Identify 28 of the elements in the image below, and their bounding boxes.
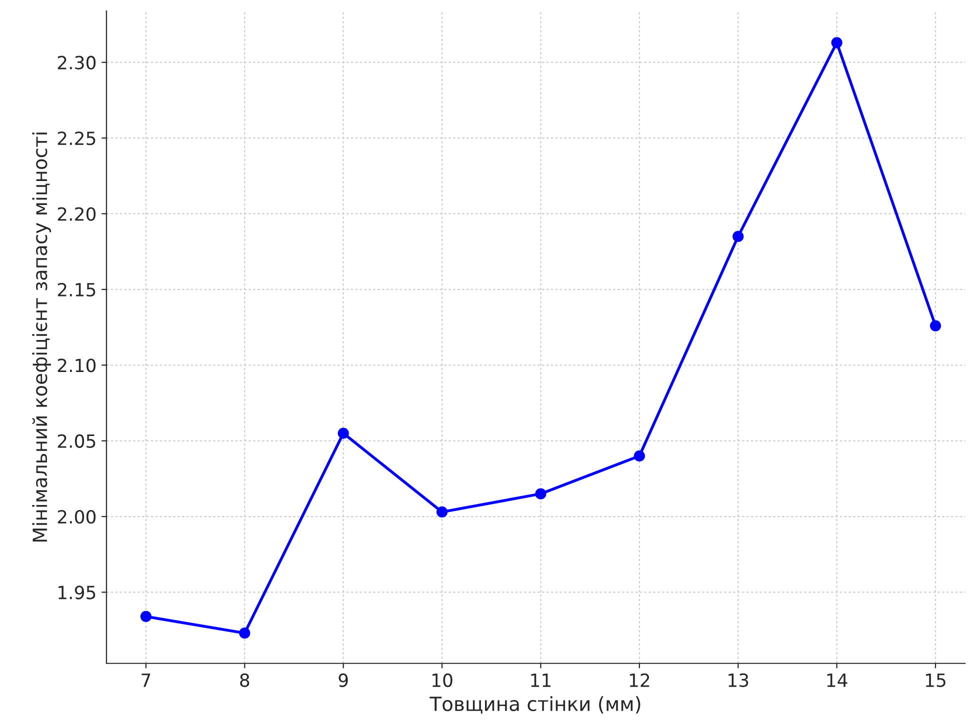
point (732, 230, 744, 242)
point (634, 450, 645, 462)
point (436, 506, 448, 518)
point (239, 628, 250, 639)
x-tick-label: 8 (240, 673, 250, 688)
y-tick-label: 2.30 (58, 56, 96, 70)
y-tick-label: 2.05 (58, 434, 96, 448)
point (930, 320, 942, 332)
y-tick-label: 2.00 (58, 510, 96, 524)
x-tick-label: 12 (630, 673, 650, 687)
y-tick-label: 2.10 (58, 358, 96, 372)
x-tick-label: 11 (531, 674, 551, 687)
point (338, 428, 349, 439)
point (831, 37, 842, 48)
point (535, 488, 546, 500)
y-tick-label: 2.25 (58, 132, 96, 146)
x-tick-label: 10 (432, 673, 452, 688)
y-axis-title: Мінімальний коефіцієнт запасу міцності (32, 132, 51, 542)
x-tick-label: 13 (728, 673, 748, 688)
point (140, 610, 152, 622)
y-tick-label: 2.15 (58, 282, 96, 297)
x-tick-label: 7 (142, 674, 150, 687)
x-tick-label: 15 (926, 674, 946, 688)
x-axis-title: Товщина стінки (мм) (430, 696, 640, 714)
y-tick-label: 1.95 (58, 586, 96, 600)
x-tick-label: 14 (827, 674, 848, 687)
x-tick-label: 9 (338, 673, 348, 688)
y-tick-label: 2.20 (58, 207, 96, 221)
